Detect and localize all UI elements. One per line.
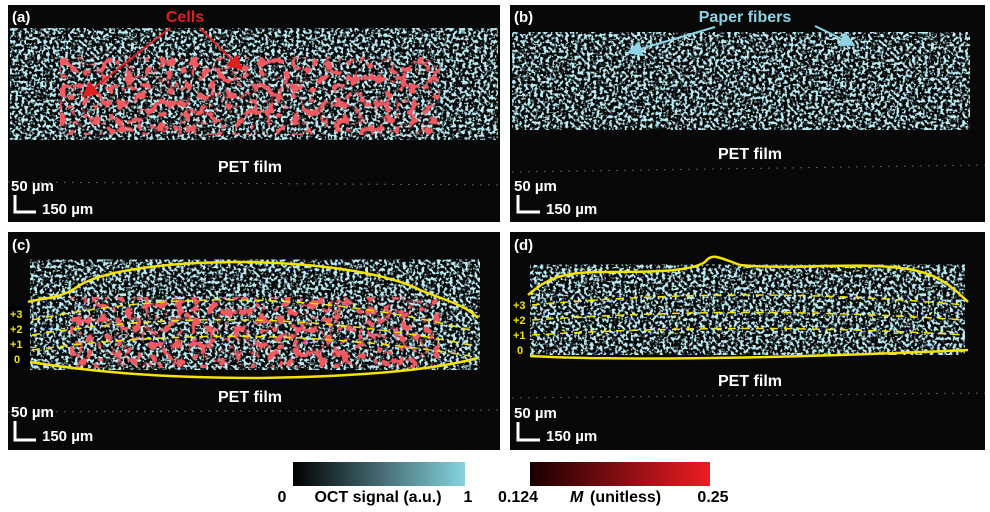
- layer-label: +3: [513, 300, 526, 312]
- colorbar-title: (unitless): [590, 489, 661, 506]
- colorbar-symbol: M: [570, 489, 584, 506]
- scale-h: 150 µm: [546, 428, 597, 445]
- panel-b: (b) Paper fibers PET film 50 µm 150 µm: [510, 5, 986, 222]
- scale-h: 150 µm: [42, 201, 93, 218]
- layer-label: +2: [513, 315, 526, 327]
- scale-v: 50 µm: [11, 178, 54, 195]
- annotation: Paper fibers: [699, 9, 792, 26]
- panel-a: (a) Cells PET film 50 µm 150 µm: [7, 5, 501, 222]
- layer-label: +3: [10, 309, 23, 321]
- scale-v: 50 µm: [11, 404, 54, 421]
- panel-d: +3 +2 +1 0 (d) PET film 50 µm 150 µm: [510, 232, 986, 450]
- scale-v: 50 µm: [514, 178, 557, 195]
- colorbar-max: 0.25: [697, 489, 728, 506]
- layer-label: +1: [10, 339, 23, 351]
- layer-label: 0: [14, 354, 20, 366]
- panel-label: (a): [12, 9, 30, 26]
- panel-label: (d): [514, 237, 533, 254]
- panel-label: (c): [12, 237, 30, 254]
- colorbar-max: 1: [464, 489, 473, 506]
- panel-label: (b): [514, 9, 533, 26]
- annotation: Cells: [166, 9, 204, 26]
- film-label: PET film: [218, 389, 282, 406]
- panel-c: +3 +2 +1 0 (c) PET film 50 µm 150 µm: [7, 232, 501, 450]
- layer-label: 0: [517, 345, 523, 357]
- colorbar-oct: 0 OCT signal (a.u.) 1: [278, 462, 473, 506]
- colorbar-min: 0: [278, 489, 287, 506]
- layer-label: +2: [10, 324, 23, 336]
- colorbar-m: 0.124 M (unitless) 0.25: [498, 462, 729, 506]
- film-label: PET film: [718, 146, 782, 163]
- colorbar-title: OCT signal (a.u.): [314, 489, 441, 506]
- layer-label: +1: [513, 330, 526, 342]
- scale-h: 150 µm: [546, 201, 597, 218]
- film-label: PET film: [718, 373, 782, 390]
- film-label: PET film: [218, 159, 282, 176]
- scale-h: 150 µm: [42, 428, 93, 445]
- colorbar-min: 0.124: [498, 489, 538, 506]
- scale-v: 50 µm: [514, 405, 557, 422]
